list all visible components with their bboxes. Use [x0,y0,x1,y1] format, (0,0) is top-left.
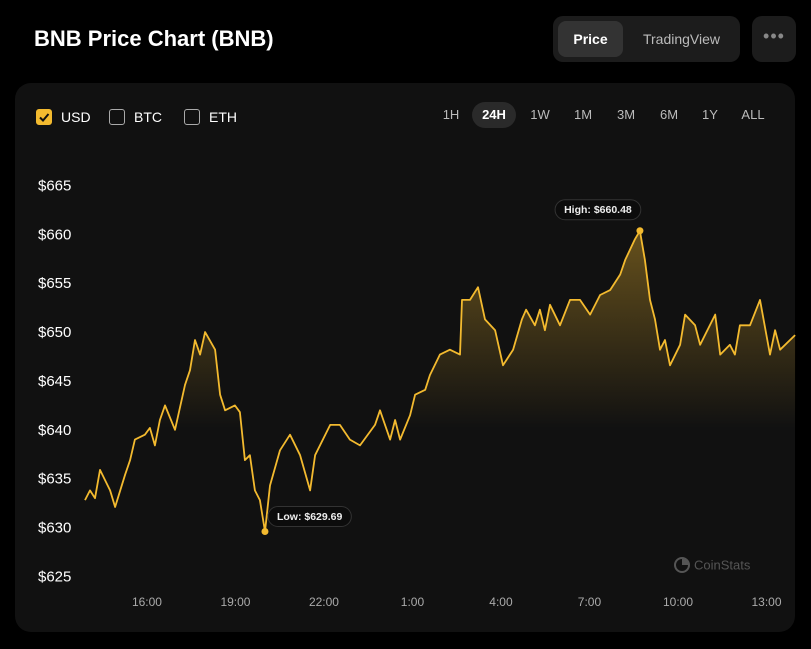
annotation-box [267,505,352,527]
x-tick-label: 4:00 [489,595,513,609]
x-tick-label: 13:00 [751,595,781,609]
page-title: BNB Price Chart (BNB) [34,26,274,51]
price-line [84,229,796,533]
annotation-label: High: $660.48 [564,204,632,216]
x-tick-label: 1:00 [401,595,425,609]
x-tick-label: 10:00 [663,595,693,609]
y-tick-label: $655 [38,275,71,292]
y-tick-label: $640 [38,422,71,439]
checkbox [36,109,52,125]
tab[interactable]: Price [558,21,623,57]
range-button[interactable]: 1Y [702,107,718,122]
checkbox [109,109,125,125]
annotation-label: Low: $629.69 [277,511,343,523]
y-tick-label: $625 [38,568,71,585]
area [85,230,796,591]
watermark: CoinStats [694,557,751,572]
y-tick-label: $650 [38,324,71,341]
tab[interactable]: TradingView [642,31,721,47]
y-tick-label: $660 [38,226,71,243]
tab-bar: Price TradingView [553,16,740,62]
range-button[interactable]: 3M [616,107,636,122]
y-tick-label: $645 [38,373,71,390]
checkbox [184,109,200,125]
range-button[interactable]: ALL [741,107,765,122]
range-button[interactable]: 24H [472,102,516,128]
more-menu[interactable]: ••• [752,16,796,62]
currency-label: BTC [134,109,162,125]
range-button[interactable]: 1W [530,107,550,122]
y-tick-label: $635 [38,471,71,488]
range-button[interactable]: 1H [442,107,460,122]
x-tick-label: 19:00 [220,595,250,609]
currency-label: ETH [209,109,237,125]
extreme-point [261,527,269,535]
range-button[interactable]: 1M [573,107,593,122]
y-tick-label: $665 [38,178,71,195]
y-tick-label: $630 [38,519,71,536]
x-tick-label: 16:00 [132,595,162,609]
annotation-box [554,199,642,221]
extreme-point [636,227,644,235]
currency-label: USD [61,109,91,125]
range-button[interactable]: 6M [659,107,679,122]
x-tick-label: 22:00 [309,595,339,609]
watermark-icon [682,558,689,565]
x-tick-label: 7:00 [578,595,602,609]
